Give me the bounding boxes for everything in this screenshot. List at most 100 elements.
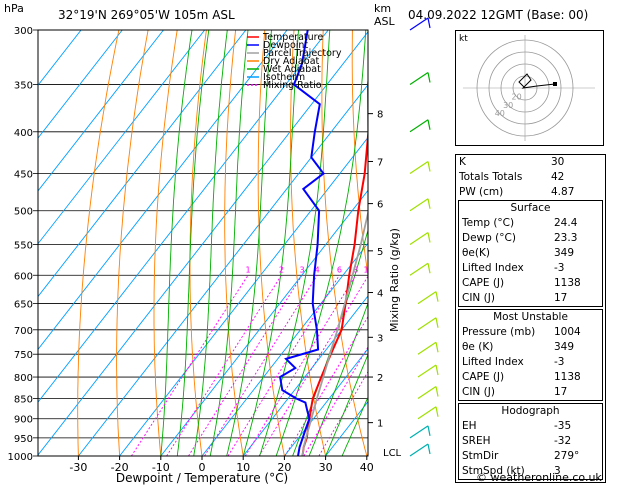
valid-time-title: 04.09.2022 12GMT (Base: 00) xyxy=(408,8,589,22)
pressure-tick-label: 950 xyxy=(14,434,33,445)
wind-barb xyxy=(417,317,437,331)
mixing-ratio-axis-label: Mixing Ratio (g/kg) xyxy=(388,228,401,332)
row-value: 24.4 xyxy=(554,217,578,229)
pressure-tick-label: 300 xyxy=(14,26,33,37)
wet-adiabat xyxy=(160,30,193,456)
mixing-ratio-line xyxy=(303,346,368,456)
mixing-ratio-label: 3 xyxy=(299,265,304,274)
dry-adiabat xyxy=(116,30,149,456)
wind-barb xyxy=(409,425,429,439)
temperature-tick-label: -30 xyxy=(69,461,87,474)
wind-barb-flag xyxy=(435,386,439,397)
height-unit-label: km xyxy=(374,2,392,15)
row-value: 23.3 xyxy=(554,232,578,244)
copyright: © weatheronline.co.uk xyxy=(476,471,602,484)
height-ref-label: ASL xyxy=(374,15,395,28)
wind-barb-flag xyxy=(427,17,431,29)
table-row: StmDir 279° xyxy=(459,449,602,464)
legend-label: Dry Adiabat xyxy=(263,56,320,67)
wind-barb-flag xyxy=(427,119,431,130)
pressure-tick-label: 450 xyxy=(14,169,33,180)
wind-barb xyxy=(417,341,437,355)
pressure-tick-label: 650 xyxy=(14,300,33,311)
row-value: 1004 xyxy=(554,326,581,338)
surface-panel: Surface Temp (°C) 24.4 Dewp (°C) 23.3 θe(K) 3… xyxy=(458,200,603,307)
mixing-ratio-label: 6 xyxy=(337,265,342,274)
wet-adiabat xyxy=(176,30,210,456)
row-value: 4.87 xyxy=(551,186,575,198)
mixing-ratio-line xyxy=(204,275,318,456)
isotherm-line xyxy=(38,30,82,86)
temperature-tick-label: 0 xyxy=(199,461,206,474)
plot-frame xyxy=(37,29,369,457)
wind-barb xyxy=(409,119,429,133)
pressure-tick-label: 550 xyxy=(14,240,33,251)
mixing-ratio-label: 10 xyxy=(364,265,374,274)
row-label: CIN (J) xyxy=(462,292,495,304)
table-row: CAPE (J) 1138 xyxy=(459,276,602,291)
row-value: 30 xyxy=(551,156,565,168)
pressure-unit-label: hPa xyxy=(4,2,24,15)
wind-barb xyxy=(417,364,437,378)
isotherm-line xyxy=(284,348,368,456)
pressure-tick-label: 800 xyxy=(14,373,33,384)
wind-barb-flag xyxy=(427,198,431,209)
wind-barb-flag xyxy=(427,425,431,436)
row-value: 1138 xyxy=(554,277,581,289)
isotherm-line xyxy=(38,30,247,298)
row-value: -3 xyxy=(554,262,565,274)
wet-adiabat xyxy=(259,30,331,456)
legend-label: Wet Adiabat xyxy=(263,64,321,75)
table-row: Lifted Index -3 xyxy=(459,355,602,370)
table-row: EH -35 xyxy=(459,419,602,434)
height-tick-label: 8 xyxy=(377,110,383,121)
hodograph-ring-label: 30 xyxy=(503,101,513,110)
row-label: Lifted Index xyxy=(462,356,524,368)
table-row: PW (cm) 4.87 xyxy=(456,185,605,200)
table-row: Pressure (mb) 1004 xyxy=(459,325,602,340)
pressure-tick-label: 500 xyxy=(14,207,33,218)
wind-barb-flag xyxy=(427,443,431,455)
pressure-tick-label: 1000 xyxy=(8,452,33,463)
mixing-ratio-label: 4 xyxy=(315,265,320,274)
wind-barb-flag xyxy=(435,364,439,376)
dry-adiabat xyxy=(321,30,368,456)
row-value: 349 xyxy=(554,341,575,353)
row-label: SREH xyxy=(462,435,491,447)
height-tick-label: 3 xyxy=(377,333,383,344)
wet-adiabat xyxy=(209,30,249,456)
temperature-tick-label: 40 xyxy=(360,461,374,474)
temperature-tick-label: 20 xyxy=(277,461,291,474)
temperature-tick-label: 30 xyxy=(319,461,333,474)
row-label: K xyxy=(459,156,466,168)
mixing-ratio-line xyxy=(166,275,282,456)
row-label: Dewp (°C) xyxy=(462,232,516,244)
pressure-tick-label: 900 xyxy=(14,415,33,426)
dry-adiabat xyxy=(257,30,285,456)
height-tick-label: 6 xyxy=(377,200,383,211)
table-row: Dewp (°C) 23.3 xyxy=(459,231,602,246)
storm-motion-marker xyxy=(553,82,557,86)
pressure-tick-label: 700 xyxy=(14,326,33,337)
legend-label: Dewpoint xyxy=(263,40,308,51)
mixing-ratio-label: 2 xyxy=(279,265,284,274)
table-row: CIN (J) 17 xyxy=(459,291,602,306)
wind-barb xyxy=(409,160,429,174)
wind-barb xyxy=(409,198,429,212)
legend-label: Isotherm xyxy=(263,72,305,83)
dry-adiabat xyxy=(189,30,207,456)
isotherm-line xyxy=(38,30,164,192)
wind-barb-flag xyxy=(435,406,439,417)
mixing-ratio-line xyxy=(284,315,368,456)
row-label: CIN (J) xyxy=(462,386,495,398)
height-tick-label: 4 xyxy=(377,289,383,300)
row-value: -32 xyxy=(554,435,572,447)
mixing-ratio-line xyxy=(258,275,368,456)
wind-barb-flag xyxy=(427,263,431,274)
legend-label: Parcel Trajectory xyxy=(263,48,342,59)
most-unstable-title: Most Unstable xyxy=(493,311,568,323)
hodograph-ring-label: 40 xyxy=(495,109,505,118)
row-value: 17 xyxy=(554,386,568,398)
